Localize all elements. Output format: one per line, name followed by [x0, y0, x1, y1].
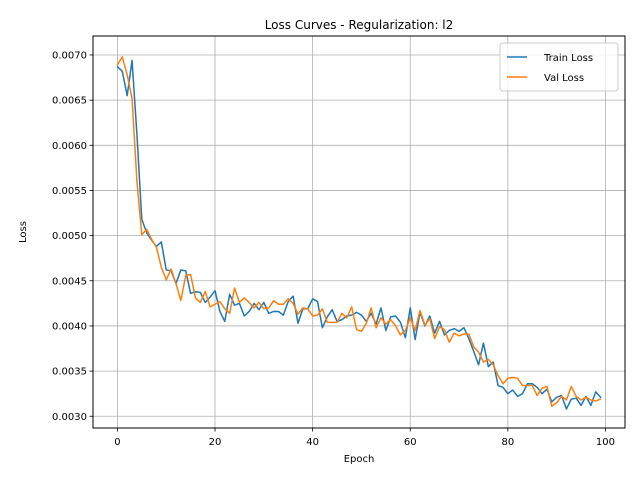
x-axis: 0 20 40 60 80 100 [114, 428, 615, 448]
series-line-train-loss [116, 59, 602, 410]
series-line-val-loss [116, 56, 602, 408]
legend: Train Loss Val Loss [499, 42, 619, 92]
y-tick-label: 0.0045 [52, 276, 87, 287]
x-tick-label: 20 [209, 437, 222, 448]
x-axis-label: Epoch [344, 454, 375, 465]
grid [93, 36, 625, 428]
legend-box [499, 42, 619, 92]
y-tick-label: 0.0055 [52, 186, 87, 197]
y-tick-label: 0.0040 [52, 321, 87, 332]
series-layer [116, 56, 602, 410]
plot-area [93, 36, 625, 428]
y-tick-label: 0.0060 [52, 141, 87, 152]
y-tick-label: 0.0065 [52, 96, 87, 107]
y-axis: 0.0030 0.0035 0.0040 0.0045 0.0050 0.0055 0.00… [52, 50, 93, 423]
x-tick-label: 60 [404, 437, 417, 448]
x-tick-label: 0 [114, 437, 120, 448]
legend-label-val-loss: Val Loss [544, 73, 584, 84]
legend-label-train-loss: Train Loss [543, 53, 593, 64]
y-tick-label: 0.0030 [52, 412, 87, 423]
x-tick-label: 100 [596, 437, 615, 448]
chart-title: Loss Curves - Regularization: l2 [265, 18, 454, 32]
x-tick-label: 80 [501, 437, 514, 448]
y-tick-label: 0.0070 [52, 50, 87, 61]
plot-frame [92, 35, 626, 429]
y-tick-label: 0.0050 [52, 231, 87, 242]
y-tick-label: 0.0035 [52, 367, 87, 378]
x-tick-label: 40 [306, 437, 319, 448]
y-axis-label: Loss [18, 221, 29, 243]
